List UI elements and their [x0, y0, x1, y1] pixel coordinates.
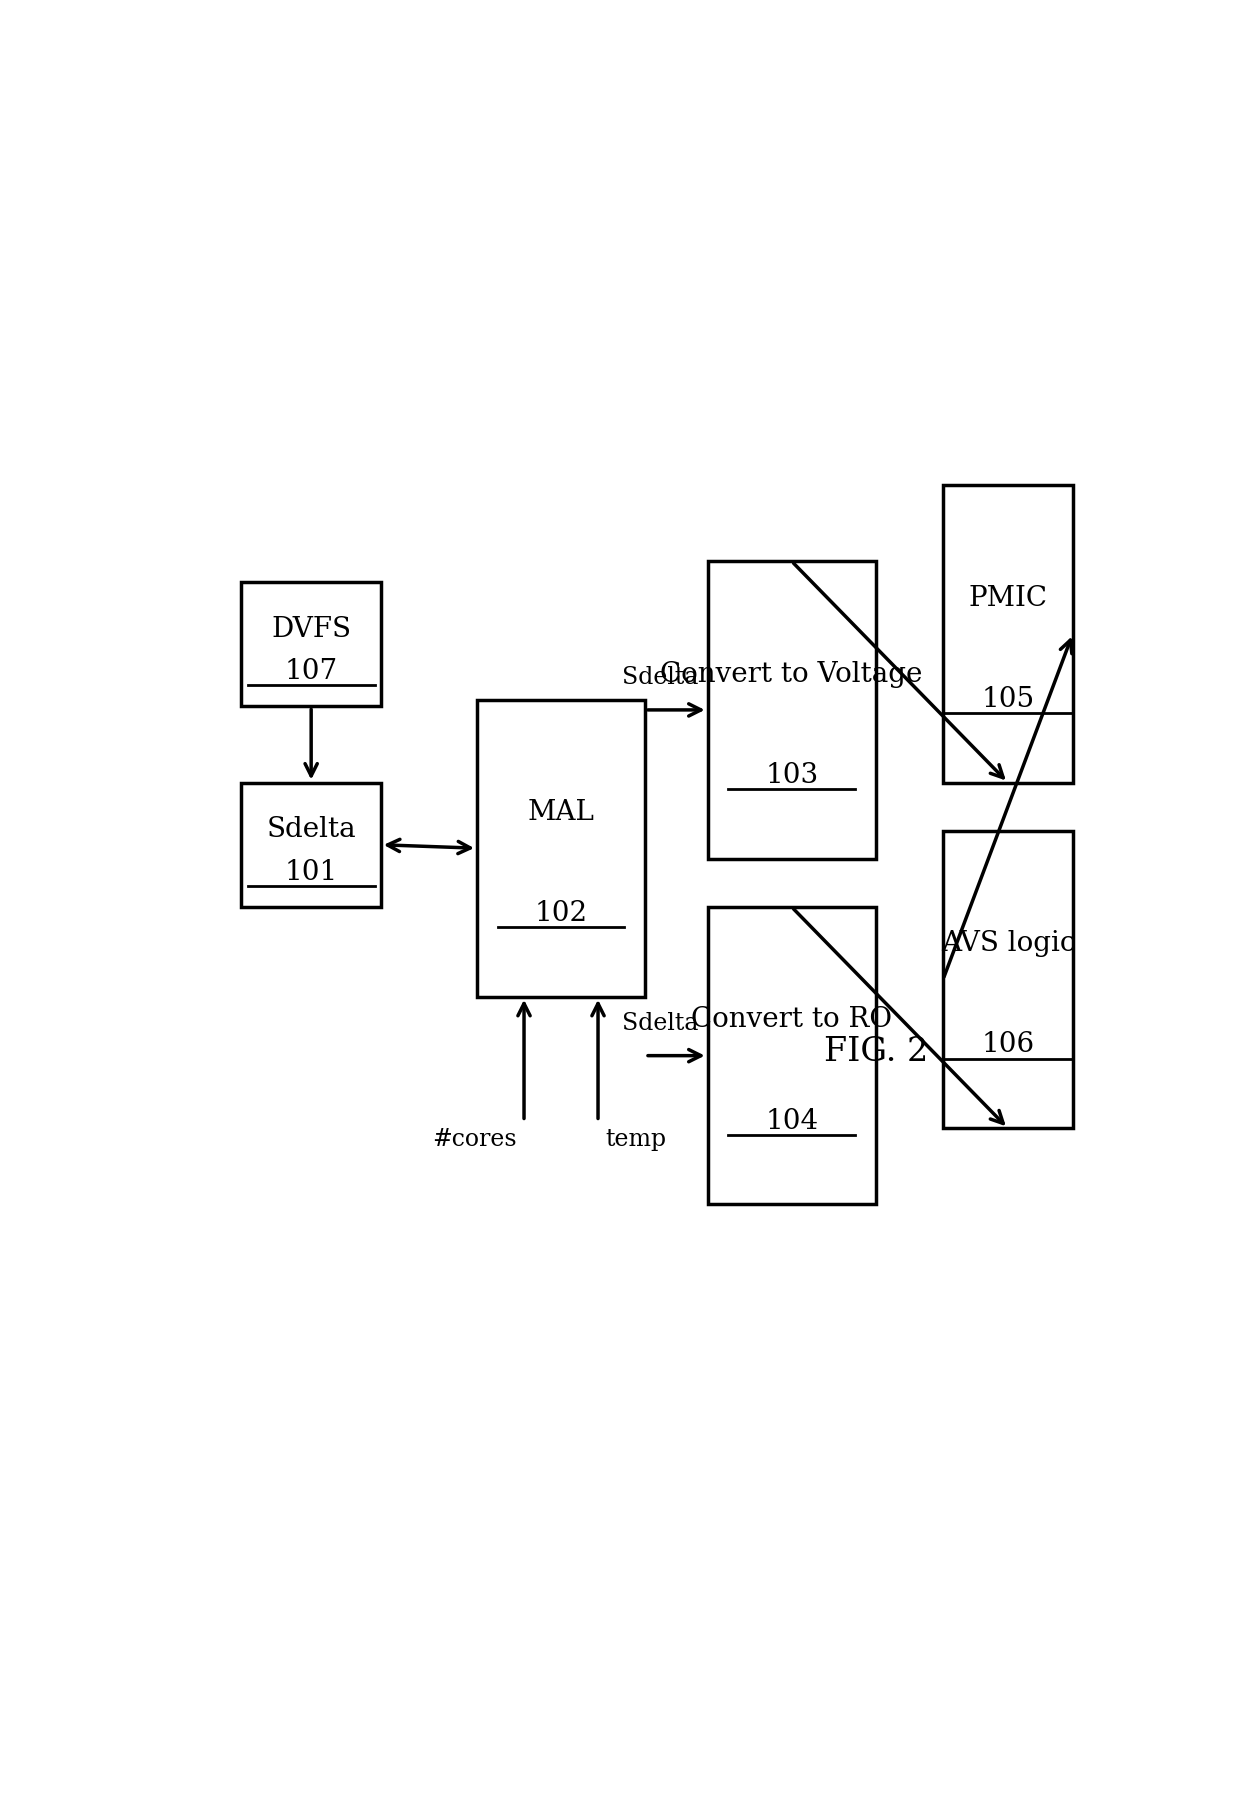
- Text: DVFS: DVFS: [272, 616, 351, 643]
- Bar: [242, 582, 381, 706]
- Text: 105: 105: [981, 686, 1034, 713]
- Text: 103: 103: [765, 762, 818, 788]
- Text: Convert to Voltage: Convert to Voltage: [661, 661, 923, 688]
- Bar: [708, 560, 875, 858]
- Bar: [242, 783, 381, 907]
- Text: Convert to RO: Convert to RO: [691, 1006, 892, 1033]
- Text: temp: temp: [605, 1128, 667, 1151]
- Text: AVS logic: AVS logic: [941, 930, 1075, 957]
- Text: Sdelta: Sdelta: [621, 1011, 698, 1034]
- Text: Sdelta: Sdelta: [267, 817, 356, 844]
- Text: PMIC: PMIC: [968, 585, 1048, 612]
- Bar: [477, 699, 645, 997]
- Text: 106: 106: [981, 1031, 1034, 1058]
- Text: Sdelta: Sdelta: [621, 666, 698, 690]
- Text: #cores: #cores: [432, 1128, 516, 1151]
- Text: 104: 104: [765, 1108, 818, 1135]
- Bar: [708, 907, 875, 1205]
- Text: 107: 107: [284, 657, 337, 684]
- Bar: [942, 485, 1073, 783]
- Text: 101: 101: [284, 858, 337, 885]
- Text: 102: 102: [534, 900, 588, 927]
- Text: MAL: MAL: [527, 799, 594, 826]
- Bar: [942, 832, 1073, 1128]
- Text: FIG. 2: FIG. 2: [823, 1036, 928, 1069]
